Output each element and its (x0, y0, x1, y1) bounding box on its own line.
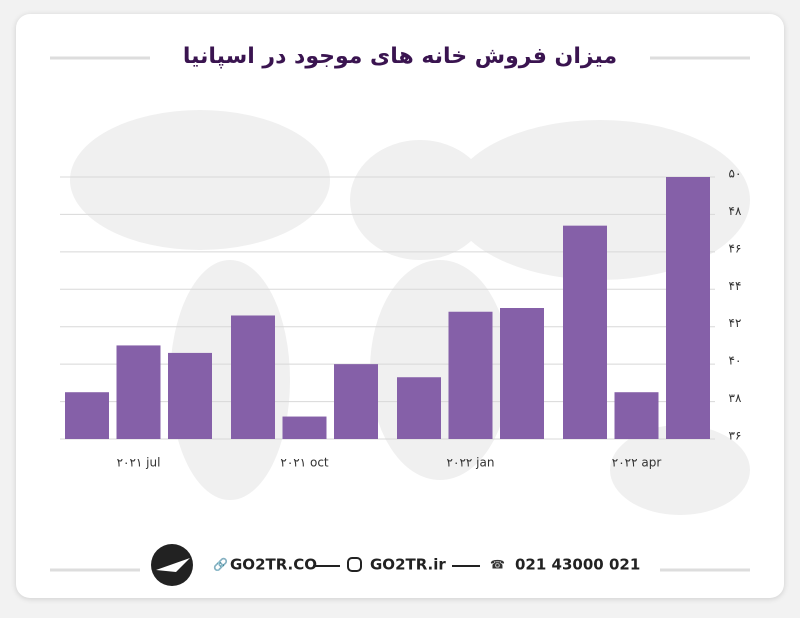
x-tick-label: ۲۰۲۱ oct (280, 456, 329, 470)
y-tick-label: ۴۸ (729, 204, 742, 218)
bar (666, 177, 710, 439)
bar (282, 416, 327, 439)
link-icon: 🔗 (213, 557, 228, 572)
bar (231, 315, 275, 439)
y-tick-label: ۳۸ (729, 391, 742, 405)
bar (65, 392, 109, 439)
y-tick-label: ۴۶ (729, 241, 742, 255)
bar (448, 311, 493, 439)
bar (334, 364, 378, 439)
instagram-icon (347, 557, 362, 572)
bar (397, 377, 441, 439)
y-tick-label: ۴۲ (729, 316, 742, 330)
bar (116, 345, 161, 439)
logo-plane (156, 558, 190, 572)
x-tick-label: ۲۰۲۲ jan (447, 456, 495, 470)
bar (563, 225, 607, 439)
phone: 021 43000 021 (515, 556, 640, 574)
website: GO2TR.CO (230, 556, 317, 574)
phone-icon: ☎ (490, 558, 505, 572)
bar (168, 352, 212, 439)
bar (500, 308, 544, 439)
y-tick-label: ۳۶ (729, 429, 742, 443)
y-tick-label: ۴۰ (729, 354, 742, 368)
y-tick-label: ۴۴ (729, 279, 742, 293)
instagram: GO2TR.ir (370, 556, 446, 574)
bar (614, 392, 659, 439)
x-tick-label: ۲۰۲۲ apr (612, 456, 662, 470)
x-tick-label: ۲۰۲۱ jul (117, 456, 161, 470)
world-map (70, 110, 750, 515)
chart-title: میزان فروش خانه های موجود در اسپانیا (183, 44, 617, 69)
y-tick-label: ۵۰ (729, 167, 742, 181)
